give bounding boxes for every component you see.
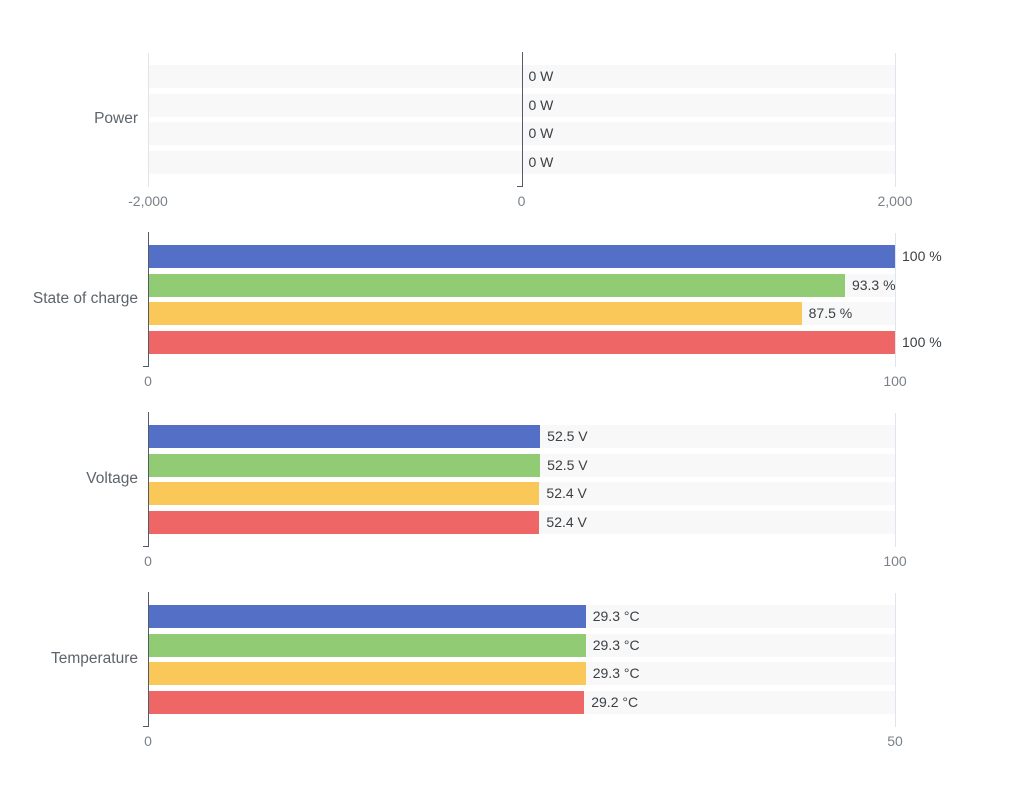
value-label: 52.4 V [546, 485, 587, 501]
x-tick-label: -2,000 [128, 193, 168, 209]
value-label: 29.3 °C [592, 608, 640, 624]
x-tick-label: 0 [144, 373, 152, 389]
value-label: 52.5 V [547, 428, 588, 444]
axis-line [148, 412, 149, 547]
bar [148, 453, 541, 477]
chart-title-power: Power [94, 110, 138, 127]
axis-tick [143, 726, 148, 727]
bar [148, 510, 540, 534]
value-label: 29.3 °C [592, 636, 640, 653]
value-label: 0 W [528, 68, 554, 84]
value-label: 87.5 % [808, 305, 853, 321]
chart-state-of-charge: State of charge 100 % 93.3 % 87.5 % 100 % 0 1… [0, 232, 1025, 404]
plot-area-voltage: 52.5 V 52.5 V 52.4 V 52.4 V 0 100 [143, 412, 907, 572]
value-label: 29.2 °C [591, 693, 639, 710]
bar [148, 605, 586, 628]
chart-voltage: Voltage 52.5 V 52.5 V 52.4 V 52.4 V 0 100 [0, 412, 1025, 584]
value-label: 52.4 V [546, 513, 587, 530]
value-label: 100 % [902, 333, 942, 350]
bar [148, 302, 802, 325]
axis-tick [143, 366, 148, 367]
axis-line [521, 52, 523, 187]
gridline [895, 53, 896, 187]
value-label: 0 W [528, 153, 554, 170]
gridline [148, 53, 149, 187]
bar [148, 273, 845, 297]
x-tick-label: 100 [883, 553, 907, 569]
value-label: 52.5 V [547, 456, 588, 473]
axis-tick [516, 186, 522, 187]
bar [148, 330, 895, 354]
x-tick-label: 0 [144, 733, 152, 749]
axis-line [148, 592, 149, 727]
plot-area-temperature: 29.3 °C 29.3 °C 29.3 °C 29.2 °C 0 50 [143, 592, 903, 752]
x-tick-label: 50 [887, 733, 903, 749]
plot-area-state-of-charge: 100 % 93.3 % 87.5 % 100 % 0 100 [143, 232, 942, 392]
chart-temperature: Temperature 29.3 °C 29.3 °C 29.3 °C 29.2 °C… [0, 592, 1025, 764]
bar [148, 690, 585, 714]
bar [148, 662, 586, 685]
value-label: 0 W [528, 96, 554, 113]
value-label: 29.3 °C [592, 665, 640, 681]
x-tick-label: 0 [517, 193, 526, 209]
gridline [895, 233, 896, 367]
x-tick-label: 0 [144, 553, 152, 569]
value-label: 93.3 % [851, 276, 896, 293]
value-label: 100 % [902, 248, 942, 264]
value-label: 0 W [528, 125, 554, 141]
chart-title-temperature: Temperature [50, 650, 138, 667]
plot-area-power: 0 W 0 W 0 W 0 W -2,000 0 2,000 [128, 52, 913, 212]
chart-power: Power 0 W 0 W 0 W 0 W -2,000 0 2,000 [0, 52, 1025, 224]
axis-line [148, 232, 149, 367]
axis-tick [143, 546, 148, 547]
gridline [895, 413, 896, 547]
chart-title-state-of-charge: State of charge [32, 290, 138, 307]
chart-title-voltage: Voltage [86, 470, 138, 487]
bar [148, 482, 540, 505]
x-tick-label: 100 [883, 373, 907, 389]
gridline [895, 593, 896, 727]
bar [148, 425, 541, 448]
x-tick-label: 2,000 [877, 193, 913, 209]
bar [148, 633, 586, 657]
bar [148, 245, 895, 268]
